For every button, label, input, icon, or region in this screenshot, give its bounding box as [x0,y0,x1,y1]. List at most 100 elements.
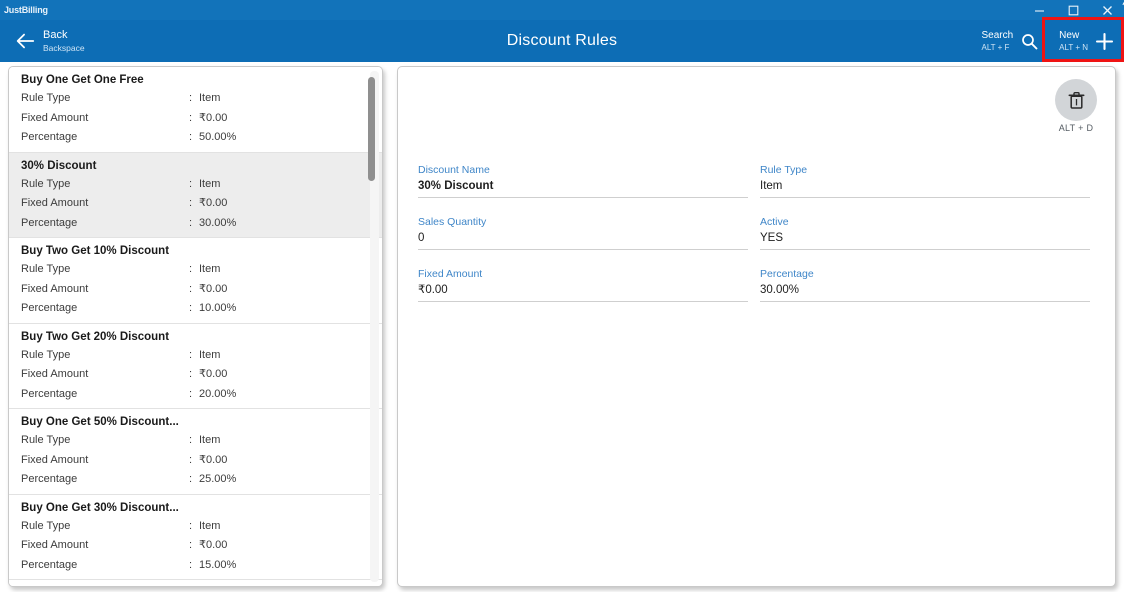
new-button[interactable]: New ALT + N [1049,20,1124,62]
field-value: 30.00% [760,282,1090,302]
arrow-left-icon [16,33,35,49]
content-area: Buy One Get One Free Rule Type: Item Fixed … [0,62,1124,592]
list-item[interactable]: Buy Two Get 30% Discount...Rule Type:Ite… [9,580,382,586]
list-item-key: Rule Type [21,434,71,446]
list-item[interactable]: Buy One Get One Free Rule Type: Item Fixed … [9,67,382,153]
percentage-field[interactable]: Percentage 30.00% [760,267,1090,302]
field-label: Active [760,216,789,228]
list-item-key: Rule Type [21,263,71,275]
field-label: Sales Quantity [418,216,487,228]
search-button[interactable]: Search ALT + F [971,20,1049,62]
list-item-title: Buy One Get 30% Discount... [21,501,179,514]
trash-icon [1067,91,1084,109]
list-item-separator: : [189,197,193,209]
list-item-key: Fixed Amount [21,539,89,551]
list-item-key: Rule Type [21,519,71,532]
title-bar: JustBilling [0,0,1124,20]
discount-rule-form: Discount Name 30% Discount Rule Type Item Sa… [418,163,1096,302]
list-item[interactable]: Buy Two Get 10% Discount Rule Type: Item Fi… [9,238,382,324]
list-item[interactable]: Buy One Get 30% Discount... Rule Type: Ite… [9,494,382,580]
list-item[interactable]: Buy One Get 50% Discount... Rule Type: Ite… [9,409,382,495]
search-label: Search [981,29,1014,41]
list-item-separator: : [189,558,193,571]
list-scrollbar-thumb[interactable] [368,77,375,181]
list-item-row: Percentage:30.00% [21,214,370,234]
list-item-row: Fixed Amount: ₹0.00 [21,365,370,385]
fixed-amount-field[interactable]: Fixed Amount ₹0.00 [418,267,748,302]
app-logo: JustBilling [0,0,1124,20]
discount-name-field[interactable]: Discount Name 30% Discount [418,163,748,198]
list-item-separator: : [189,348,193,361]
list-item-separator: : [189,387,193,400]
list-item-value: 25.00% [199,473,237,485]
list-item-value: ₹0.00 [199,111,228,124]
list-item-key: Percentage [21,387,78,400]
list-item-row: Rule Type: Item [21,260,370,280]
list-item-title: Buy One Get One Free [21,74,144,86]
list-item-row: Rule Type: Item [21,89,370,109]
field-value: ₹0.00 [418,282,748,302]
maximize-button[interactable] [1056,0,1090,20]
list-item-key: Fixed Amount [21,453,89,466]
list-item-separator: : [189,539,193,551]
delete-button[interactable] [1055,79,1097,121]
field-value: YES [760,230,1090,250]
sales-quantity-field[interactable]: Sales Quantity 0 [418,215,748,250]
list-item-value: ₹0.00 [199,368,228,380]
new-label: New [1059,29,1080,41]
list-item-value: Item [199,92,221,104]
back-button[interactable]: Back Backspace [6,20,111,62]
list-item[interactable]: 30% Discount Rule Type: Item Fixed Amount: ₹… [9,152,382,238]
list-item-separator: : [189,111,193,124]
field-label: Percentage [760,268,814,280]
list-item-row: Percentage:15.00% [21,556,370,576]
list-item-key: Fixed Amount [21,197,89,209]
field-value: Item [760,178,1090,198]
list-item-row: Rule Type: Item [21,346,370,366]
list-item-title: Buy Two Get 10% Discount [21,245,170,257]
list-item[interactable]: Buy Two Get 20% Discount Rule Type: Item Fi… [9,323,382,409]
list-item-value: ₹0.00 [199,197,228,209]
list-item-separator: : [189,282,193,295]
page-title: Discount Rules [506,32,618,49]
list-item-value: 30.00% [199,216,237,229]
rule-type-field[interactable]: Rule Type Item [760,163,1090,198]
field-label: Rule Type [760,164,808,176]
close-button[interactable] [1090,0,1124,20]
list-item-key: Fixed Amount [21,368,89,380]
list-item-key: Fixed Amount [21,282,89,295]
list-item-key: Rule Type [21,348,71,361]
field-value: 30% Discount [418,178,748,198]
list-item-key: Rule Type [21,92,71,104]
list-item-row: Percentage:50.00% [21,128,370,148]
list-item-row: Fixed Amount: ₹0.00 [21,194,370,214]
list-item-value: 50.00% [199,131,237,143]
plus-icon [1094,31,1114,51]
list-item-value: 10.00% [199,302,237,314]
list-item-row: Rule Type: Item [21,175,370,195]
field-label: Discount Name [418,164,490,176]
list-item-separator: : [189,368,193,380]
list-scrollbar-track[interactable] [368,71,379,582]
header-bar: Back Backspace Discount Rules Search ALT… [0,20,1124,62]
list-item-separator: : [189,473,193,485]
field-label: Fixed Amount [418,268,483,280]
list-item-key: Percentage [21,131,78,143]
list-item-value: 20.00% [199,387,237,400]
list-item-row: Percentage:10.00% [21,299,370,319]
list-item-title: Buy One Get 50% Discount... [21,416,179,428]
list-item-value: 15.00% [199,558,237,571]
list-item-value: Item [199,434,221,446]
active-field[interactable]: Active YES [760,215,1090,250]
list-item-title: 30% Discount [21,159,97,172]
minimize-button[interactable] [1022,0,1056,20]
back-label: Back [43,28,68,41]
list-item-separator: : [189,302,193,314]
discount-rules-list[interactable]: Buy One Get One Free Rule Type: Item Fixed … [9,67,382,586]
list-item-title: Buy Two Get 30% Discount... [21,585,370,586]
list-item-key: Fixed Amount [21,111,89,124]
app-logo-text: JustBilling [4,5,48,15]
list-item-row: Rule Type: Item [21,431,370,451]
discount-rule-detail-panel: ALT + D Discount Name 30% Discount Rule Ty… [397,66,1116,587]
delete-shortcut-label: ALT + D [1058,123,1094,133]
